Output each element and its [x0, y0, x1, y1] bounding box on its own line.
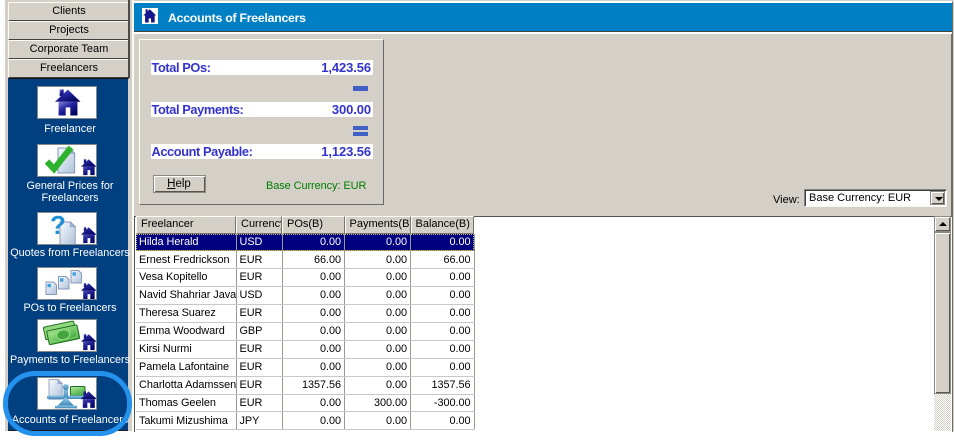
svg-text:?: ?: [50, 213, 66, 240]
